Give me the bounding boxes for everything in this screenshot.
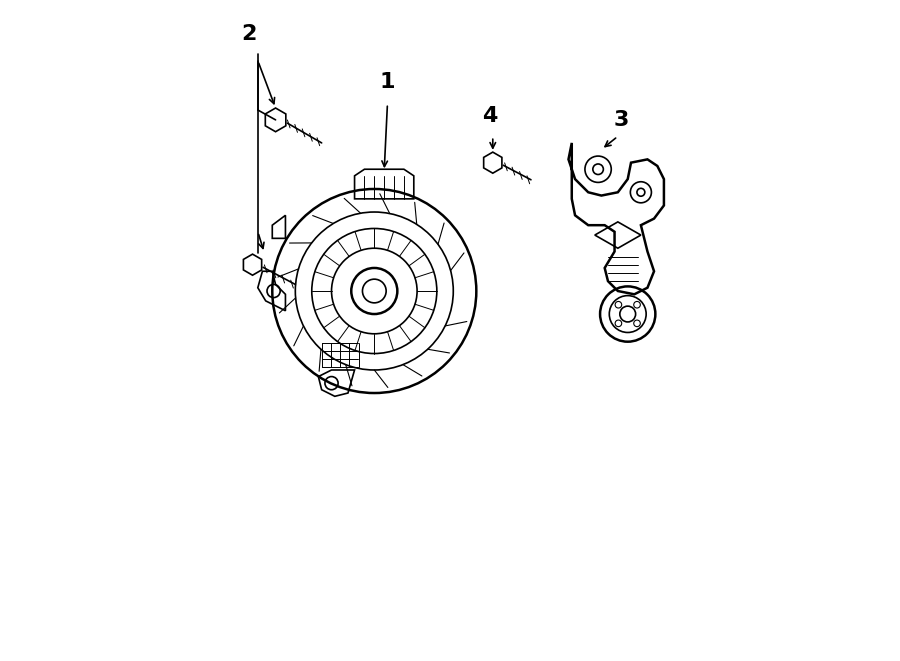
Text: 3: 3 [614,110,629,130]
Text: 1: 1 [380,72,395,93]
Text: 2: 2 [241,24,256,44]
Text: 4: 4 [482,106,497,126]
